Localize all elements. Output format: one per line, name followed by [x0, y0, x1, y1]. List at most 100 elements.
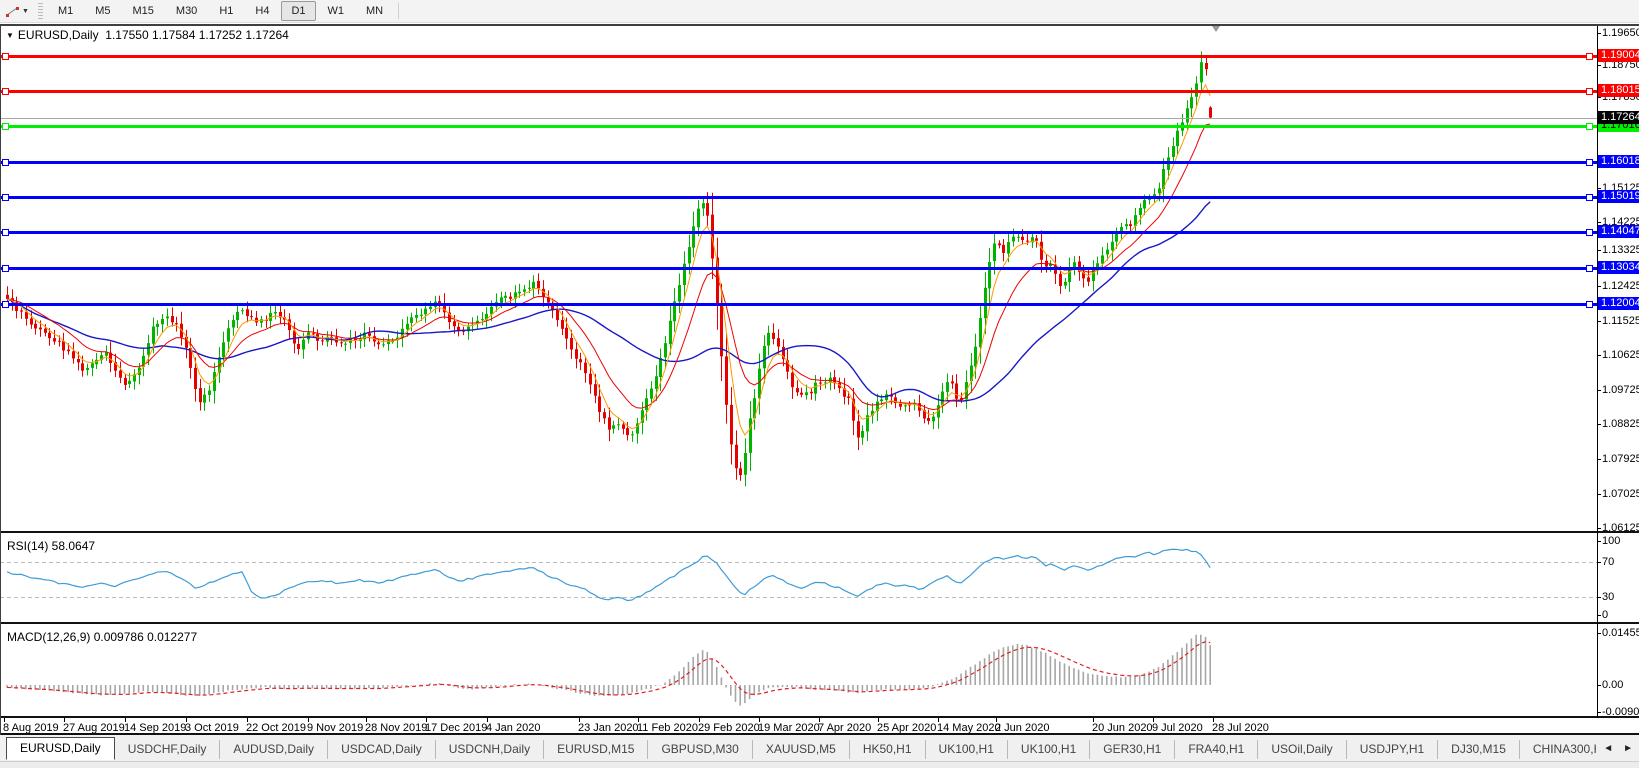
- line-anchor-handle[interactable]: [2, 52, 9, 60]
- support-resistance-line[interactable]: [0, 230, 1597, 234]
- support-resistance-line[interactable]: [0, 54, 1597, 58]
- support-resistance-line[interactable]: [0, 125, 1597, 129]
- line-anchor-handle[interactable]: [2, 194, 9, 202]
- support-resistance-line[interactable]: [0, 303, 1597, 307]
- price-tick-label: 1.12425: [1602, 280, 1639, 292]
- line-anchor-handle[interactable]: [2, 301, 9, 309]
- macd-tick-label: 0.00: [1602, 679, 1624, 691]
- timeframe-w1[interactable]: W1: [327, 5, 345, 17]
- date-tick-mark: [366, 718, 367, 722]
- tab-china300-h4[interactable]: CHINA300,H4: [1520, 740, 1596, 759]
- tab-usdjpy-h1[interactable]: USDJPY,H1: [1347, 740, 1439, 759]
- price-level-badge: 1.13034: [1598, 260, 1639, 274]
- price-tick-label: 1.07025: [1602, 488, 1639, 500]
- macd-tick-label: 0.014556: [1602, 627, 1639, 639]
- tab-xauusd-m5[interactable]: XAUUSD,M5: [753, 740, 850, 759]
- price-level-badge: 1.12004: [1598, 297, 1639, 311]
- line-anchor-handle[interactable]: [2, 264, 9, 272]
- date-label: 28 Jul 2020: [1212, 722, 1269, 734]
- window-top-border: [0, 24, 1639, 26]
- line-anchor-handle[interactable]: [1586, 123, 1593, 131]
- support-resistance-line[interactable]: [0, 160, 1597, 164]
- price-axis-line: [1597, 26, 1598, 718]
- rsi-label: RSI(14) 58.0647: [7, 539, 96, 553]
- line-anchor-handle[interactable]: [2, 158, 9, 166]
- tab-ger30-h1[interactable]: GER30,H1: [1090, 740, 1176, 759]
- date-tick-mark: [638, 718, 639, 722]
- date-label: 23 Jan 2020: [578, 722, 639, 734]
- line-anchor-handle[interactable]: [2, 87, 9, 95]
- line-anchor-handle[interactable]: [1586, 301, 1593, 309]
- line-anchor-handle[interactable]: [1586, 228, 1593, 236]
- date-label: 19 Mar 2020: [758, 722, 820, 734]
- date-tick-mark: [819, 718, 820, 722]
- timeframe-m15[interactable]: M15: [132, 5, 154, 17]
- date-label: 27 Aug 2019: [63, 722, 125, 734]
- price-tick-label: 1.08825: [1602, 418, 1639, 430]
- tab-dj30-m15[interactable]: DJ30,M15: [1438, 740, 1520, 759]
- timeframe-m1[interactable]: M1: [57, 5, 74, 17]
- tab-usdchf-daily[interactable]: USDCHF,Daily: [115, 740, 221, 759]
- line-anchor-handle[interactable]: [1586, 52, 1593, 60]
- date-tick-mark: [4, 718, 5, 722]
- line-anchor-handle[interactable]: [1586, 264, 1593, 272]
- line-anchor-handle[interactable]: [1586, 158, 1593, 166]
- line-anchor-handle[interactable]: [1586, 194, 1593, 202]
- tab-gbpusd-m30[interactable]: GBPUSD,M30: [648, 740, 753, 759]
- date-label: 25 Apr 2020: [877, 722, 937, 734]
- price-level-badge: 1.14047: [1598, 224, 1639, 238]
- tab-usdcad-daily[interactable]: USDCAD,Daily: [328, 740, 436, 759]
- timeframe-h4[interactable]: H4: [255, 5, 270, 17]
- line-studies-tool[interactable]: ▼: [2, 1, 32, 21]
- status-strip: [0, 761, 1639, 768]
- date-label: 9 Nov 2019: [307, 722, 364, 734]
- toolbar-gripper: [37, 3, 43, 19]
- date-label: 11 Feb 2020: [637, 722, 698, 734]
- tab-usdcnh-daily[interactable]: USDCNH,Daily: [436, 740, 545, 759]
- tab-scroll-left-button[interactable]: ◄: [1603, 742, 1614, 754]
- timeframe-mn[interactable]: MN: [366, 5, 384, 17]
- line-anchor-handle[interactable]: [2, 123, 9, 131]
- tab-scroll-right-button[interactable]: ►: [1623, 742, 1633, 754]
- price-level-badge: 1.15019: [1598, 190, 1639, 204]
- date-tick-mark: [938, 718, 939, 722]
- timeframe-m5[interactable]: M5: [95, 5, 111, 17]
- date-tick-mark: [699, 718, 700, 722]
- tab-eurusd-daily[interactable]: EURUSD,Daily: [6, 737, 115, 760]
- date-tick-mark: [1093, 718, 1094, 722]
- price-level-badge: 1.16018: [1598, 154, 1639, 168]
- chart-canvas[interactable]: [0, 24, 1639, 735]
- date-label: 4 Jan 2020: [486, 722, 541, 734]
- date-label: 20 Jun 2020: [1092, 722, 1153, 734]
- date-tick-mark: [247, 718, 248, 722]
- support-resistance-line[interactable]: [0, 266, 1597, 270]
- date-label: 3 Oct 2019: [185, 722, 239, 734]
- price-tick-label: 1.07925: [1602, 453, 1639, 465]
- timeframe-m30[interactable]: M30: [175, 5, 198, 17]
- date-label: 9 Jul 2020: [1152, 722, 1203, 734]
- tab-eurusd-m15[interactable]: EURUSD,M15: [544, 740, 649, 759]
- tab-fra40-h1[interactable]: FRA40,H1: [1175, 740, 1259, 759]
- collapse-triangle-icon[interactable]: ▼: [6, 31, 14, 40]
- line-anchor-handle[interactable]: [1586, 87, 1593, 95]
- tab-audusd-daily[interactable]: AUDUSD,Daily: [220, 740, 329, 759]
- rsi-tick-label: 100: [1602, 535, 1621, 547]
- tab-usoil-daily[interactable]: USOil,Daily: [1258, 740, 1347, 759]
- tab-uk100-h1[interactable]: UK100,H1: [1008, 740, 1091, 759]
- timeframe-h1[interactable]: H1: [219, 5, 234, 17]
- support-resistance-line[interactable]: [0, 196, 1597, 200]
- pane-separator-main-rsi[interactable]: [0, 531, 1639, 533]
- pane-separator-rsi-macd[interactable]: [0, 622, 1639, 624]
- date-tick-mark: [1213, 718, 1214, 722]
- line-anchor-handle[interactable]: [2, 228, 9, 236]
- support-resistance-line[interactable]: [0, 89, 1597, 93]
- tab-hk50-h1[interactable]: HK50,H1: [850, 740, 926, 759]
- tab-uk100-h1[interactable]: UK100,H1: [926, 740, 1008, 759]
- date-tick-mark: [1153, 718, 1154, 722]
- price-tick-label: 1.10625: [1602, 349, 1639, 361]
- timeframe-toolbar: M1 M5 M15 M30 H1 H4 D1 W1 MN: [47, 1, 394, 21]
- timeframe-d1[interactable]: D1: [281, 1, 316, 21]
- macd-label: MACD(12,26,9) 0.009786 0.012277: [7, 630, 198, 644]
- price-shift-marker[interactable]: [1212, 26, 1220, 32]
